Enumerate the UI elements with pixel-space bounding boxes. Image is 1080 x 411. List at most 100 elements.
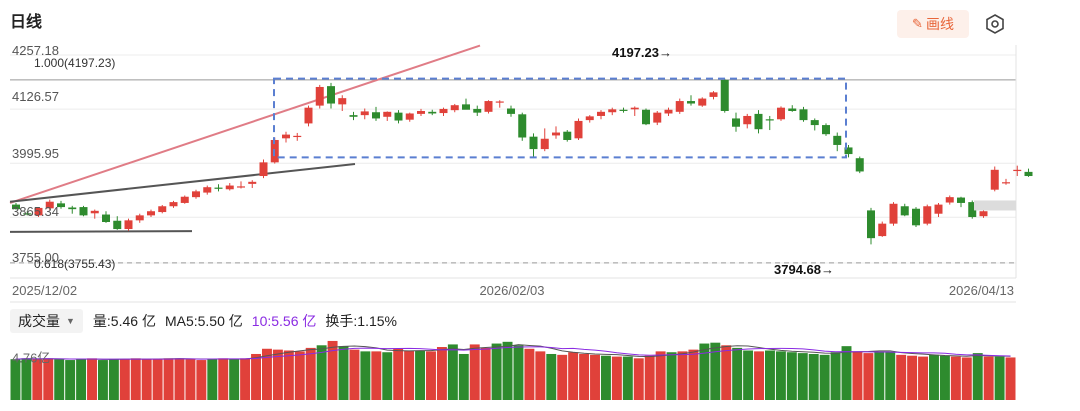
volume-bar xyxy=(841,346,852,400)
candle-body xyxy=(495,101,504,103)
volume-bar xyxy=(415,350,426,400)
volume-title: 成交量 xyxy=(18,313,60,329)
candle-body xyxy=(293,135,302,138)
annotation-label: 1.000(4197.23) xyxy=(34,56,115,70)
y-tick-label: 3995.95 xyxy=(12,146,59,161)
support-line xyxy=(9,230,193,233)
candle-body xyxy=(450,105,459,111)
volume-bar xyxy=(480,347,491,400)
candle-body xyxy=(777,107,785,120)
volume-bar xyxy=(130,358,141,400)
candle-body xyxy=(867,210,875,239)
volume-bar xyxy=(699,343,710,400)
candle-body xyxy=(57,203,65,208)
volume-bar xyxy=(141,359,152,400)
volume-bar xyxy=(76,359,87,400)
volume-bar xyxy=(677,351,688,400)
candle-body xyxy=(225,185,234,190)
candle-body xyxy=(833,135,842,145)
candle-body xyxy=(585,116,594,121)
volume-bar xyxy=(754,351,764,400)
y-tick-label: 4126.57 xyxy=(12,89,59,104)
volume-bar xyxy=(775,351,786,400)
volume-bar xyxy=(87,358,97,400)
volume-bar xyxy=(305,347,316,400)
candle-body xyxy=(439,108,448,114)
volume-bar xyxy=(229,359,240,400)
x-tick-label: 2026/02/03 xyxy=(479,283,544,298)
candle-body xyxy=(282,134,290,139)
volume-bar xyxy=(535,351,546,400)
volume-bar xyxy=(251,353,261,400)
candle-body xyxy=(619,109,628,111)
volume-bar xyxy=(972,353,983,400)
volume-bar xyxy=(830,352,841,400)
volume-bar xyxy=(939,355,950,400)
candle-body xyxy=(990,169,999,190)
hexagon-settings-icon[interactable] xyxy=(984,13,1006,35)
candle-body xyxy=(597,111,605,116)
candle-body xyxy=(653,112,662,123)
volume-bar xyxy=(983,356,994,400)
volume-bar xyxy=(874,351,885,400)
volume-bar xyxy=(382,352,393,400)
volume-bar xyxy=(196,360,207,400)
candle-body xyxy=(45,201,54,209)
candle-body xyxy=(507,108,515,114)
candle-body xyxy=(552,132,560,136)
candle-body xyxy=(889,203,898,224)
candle-body xyxy=(675,101,684,112)
draw-line-button[interactable]: ✎ 画线 xyxy=(897,10,969,38)
candle-body xyxy=(642,109,650,125)
volume-bar xyxy=(119,359,130,400)
volume-bar xyxy=(163,358,174,400)
volume-bar xyxy=(32,359,43,400)
candle-body xyxy=(788,108,797,111)
volume-bar xyxy=(688,349,699,400)
candle-body xyxy=(102,214,110,222)
candle-body xyxy=(743,115,752,125)
volume-bar xyxy=(907,355,918,400)
volume-bar xyxy=(54,359,65,400)
volume-bar xyxy=(666,352,677,400)
annotation-label: 3794.68→ xyxy=(774,262,834,277)
candle-body xyxy=(687,101,695,104)
volume-bar xyxy=(97,360,108,400)
volume-bar xyxy=(327,340,338,400)
volume-bar xyxy=(174,358,185,400)
candle-body xyxy=(698,98,707,106)
volume-bar xyxy=(732,347,743,400)
candle-body xyxy=(124,220,133,230)
candle-body xyxy=(912,208,920,226)
volume-bar xyxy=(294,351,305,400)
candle-body xyxy=(968,202,977,218)
volume-bar xyxy=(961,357,972,400)
volume-bar xyxy=(524,348,535,400)
volume-bar xyxy=(743,350,754,400)
ma5-value: MA5:5.50 亿 xyxy=(164,313,243,329)
volume-bar xyxy=(502,341,513,400)
volume-bar xyxy=(579,353,590,400)
candle-body xyxy=(158,206,167,213)
volume-bar xyxy=(557,354,568,400)
candle-body xyxy=(945,197,954,203)
candle-body xyxy=(68,207,77,210)
price-marker xyxy=(974,200,1016,211)
volume-bar xyxy=(622,356,633,400)
candle-body xyxy=(732,118,740,127)
volume-y-tick: 4.76亿 xyxy=(12,351,50,366)
volume-bar xyxy=(393,348,404,400)
candle-body xyxy=(822,125,830,135)
volume-bar xyxy=(1005,357,1016,400)
candle-body xyxy=(428,111,437,114)
chevron-down-icon: ▼ xyxy=(66,316,75,326)
y-tick-label: 4257.18 xyxy=(12,43,59,58)
volume-bar xyxy=(513,345,524,400)
upper-trend-line xyxy=(9,163,356,203)
volume-bar xyxy=(65,360,76,400)
candle-body xyxy=(855,158,864,172)
x-tick-label: 2026/04/13 xyxy=(949,283,1014,298)
candle-body xyxy=(383,111,392,117)
volume-bar xyxy=(185,359,196,400)
volume-indicator-select[interactable]: 成交量 ▼ xyxy=(10,309,83,333)
